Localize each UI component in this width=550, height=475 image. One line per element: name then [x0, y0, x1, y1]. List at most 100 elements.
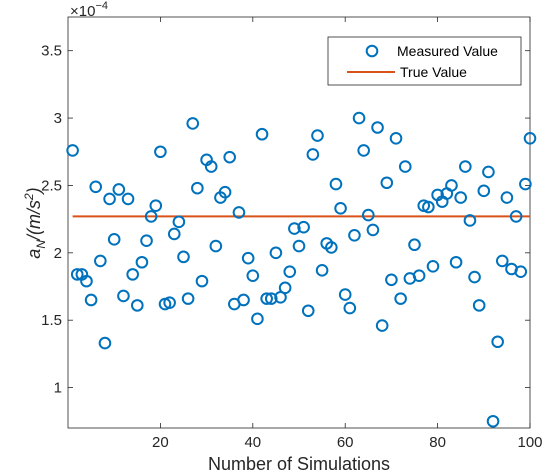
- measured-point: [269, 246, 283, 260]
- measured-point: [348, 229, 361, 242]
- measured-point: [251, 312, 264, 326]
- measured-point: [477, 184, 491, 198]
- measured-point: [519, 177, 532, 191]
- measured-point: [371, 121, 384, 134]
- measured-point: [343, 301, 357, 315]
- measured-point: [375, 319, 389, 332]
- measured-point: [121, 192, 135, 206]
- measured-point: [482, 165, 495, 179]
- measured-point: [463, 214, 477, 227]
- measured-point: [260, 292, 273, 305]
- measured-point: [131, 299, 144, 312]
- measured-point: [385, 273, 398, 287]
- measured-point: [472, 299, 486, 312]
- measured-value-series: [66, 111, 537, 428]
- measured-point: [412, 269, 426, 283]
- measured-point: [154, 145, 167, 159]
- measured-point: [172, 215, 186, 229]
- x-axis-label: Number of Simulations: [208, 454, 390, 474]
- measured-point: [362, 208, 375, 222]
- measured-point: [107, 233, 121, 246]
- measured-point: [237, 293, 250, 307]
- measured-point: [325, 241, 338, 254]
- measured-point: [459, 160, 472, 173]
- measured-point: [70, 268, 84, 281]
- axes-frame: [67, 16, 531, 429]
- legend-label-true: True Value: [400, 64, 467, 80]
- measured-point: [94, 254, 107, 268]
- measured-point: [301, 304, 315, 318]
- measured-point: [329, 177, 343, 191]
- measured-point: [126, 268, 139, 281]
- measured-point: [204, 160, 218, 173]
- measured-point: [495, 254, 509, 268]
- measured-point: [426, 259, 440, 273]
- measured-point: [398, 160, 412, 173]
- measured-point: [84, 293, 98, 307]
- y-axis-label: aN/(m/s2): [22, 187, 48, 258]
- x-tick-label: 40: [244, 434, 261, 451]
- measured-point: [167, 227, 181, 241]
- measured-point: [181, 292, 195, 305]
- measured-point: [352, 111, 366, 125]
- y-tick-label: 3.5: [41, 43, 62, 60]
- measured-point: [338, 288, 352, 301]
- measured-point: [297, 220, 310, 234]
- y-tick-label: 2: [54, 245, 62, 262]
- measured-point: [311, 129, 324, 142]
- measured-point: [177, 250, 190, 264]
- measured-point: [357, 144, 370, 157]
- y-tick-label: 1: [54, 380, 62, 397]
- measured-point: [149, 199, 163, 212]
- measured-point: [292, 239, 306, 253]
- measured-point: [445, 179, 458, 192]
- measured-point: [246, 269, 260, 283]
- measured-point: [500, 191, 514, 204]
- measured-point: [98, 336, 112, 350]
- measured-point: [144, 210, 158, 223]
- measured-point: [394, 292, 407, 305]
- measured-point: [135, 255, 149, 269]
- measured-point: [306, 148, 320, 161]
- legend-marker-measured: [365, 44, 379, 58]
- measured-point: [380, 176, 394, 190]
- measured-point: [241, 251, 255, 265]
- x-tick-label: 80: [429, 434, 446, 451]
- measured-point: [112, 183, 126, 196]
- measured-point: [509, 210, 523, 223]
- measured-point: [486, 414, 500, 428]
- measured-point: [218, 185, 232, 199]
- measured-point: [422, 200, 435, 214]
- legend: Measured Value True Value: [327, 36, 522, 86]
- measured-point: [232, 206, 246, 219]
- measured-point: [449, 255, 463, 269]
- measured-point: [315, 264, 329, 277]
- legend-label-measured: Measured Value: [397, 43, 498, 59]
- measured-point: [103, 192, 116, 206]
- x-tick-label: 60: [337, 434, 354, 451]
- measured-point: [523, 131, 537, 145]
- plot-area: [67, 16, 531, 429]
- measured-point: [264, 292, 278, 305]
- measured-point: [89, 180, 103, 194]
- measured-point: [80, 274, 93, 288]
- measured-point: [117, 289, 130, 303]
- measured-point: [389, 131, 403, 145]
- measured-point: [209, 239, 223, 253]
- measured-point: [283, 265, 297, 278]
- x-tick-label: 20: [152, 434, 169, 451]
- x-tick-label: 100: [517, 434, 542, 451]
- measured-point: [223, 150, 236, 164]
- measured-point: [491, 335, 504, 349]
- measured-point: [366, 223, 380, 237]
- y-tick-label: 2.5: [41, 177, 62, 194]
- measured-point: [334, 202, 347, 215]
- measured-point: [255, 127, 269, 141]
- measured-point: [140, 234, 153, 247]
- measured-point: [408, 238, 421, 252]
- measured-point: [186, 117, 200, 130]
- legend-box: [327, 36, 522, 86]
- axis-ticks: 20 40 60 80 100 1 1.5 2 2.5 3 3.5: [41, 17, 543, 451]
- measured-point: [454, 191, 468, 204]
